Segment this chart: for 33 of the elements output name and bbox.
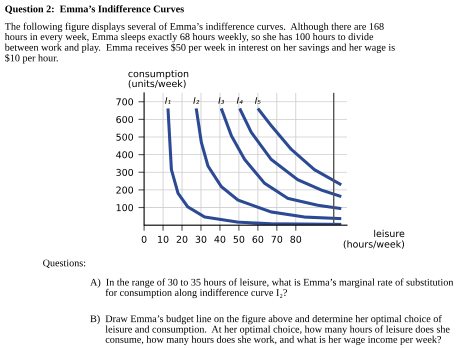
x-tick-label: 70 — [272, 236, 282, 243]
line-series — [194, 106, 343, 220]
x-tick-label: 40 — [214, 236, 226, 243]
text: A) In the range of 30 to 35 hours of leisure, what is Emma’s marginal rate of substitution for consumption along indifference curve I₂? — [90, 278, 454, 298]
line-series — [256, 106, 343, 186]
x-axis-title: leisure (hours/week) — [344, 230, 404, 249]
series-label: I₃ — [218, 97, 224, 104]
x-tick-label: 60 — [252, 236, 264, 243]
x-tick-label: 10 — [158, 236, 168, 243]
line-series — [238, 106, 343, 198]
chart-title: Question 2: Emma’s Indifference Curves — [5, 5, 184, 14]
x-tick-label: 0 — [142, 236, 146, 243]
text: Questions: — [43, 260, 86, 268]
x-tick-label: 50 — [234, 236, 244, 243]
series-label: I₁ — [165, 97, 171, 104]
chart-subtitle: The following figure displays several of Emma’s indifference curves. Although there are 168 hours in every week, Emma sleeps exactly 68 hours weekly, so she has 100 hours to divide between work and play. Emma receives $50 per week in interest on her savings and her wage is $10 per hour. — [4, 22, 395, 64]
y-tick-label: 500 — [116, 134, 134, 141]
line-series — [220, 106, 343, 210]
y-axis-title: consumption (units/week) — [128, 70, 188, 88]
y-tick-label: 100 — [116, 204, 134, 212]
text: B) Draw Emma’s budget line on the figure above and determine her optimal choice of leisure and consumption. At her optimal choice, how many hours of leisure does she consume, how many hours does she work, and what is her wage income per week? — [90, 314, 450, 345]
y-tick-label: 300 — [116, 168, 134, 176]
y-tick-label: 200 — [116, 186, 134, 194]
y-tick-label: 600 — [116, 116, 134, 124]
series-label: I₂ — [193, 97, 200, 104]
y-tick-label: 400 — [116, 151, 134, 158]
line-series — [166, 106, 343, 226]
series-label: I₅ — [254, 97, 261, 104]
y-tick-label: 700 — [116, 98, 134, 106]
x-tick-label: 30 — [196, 236, 206, 243]
series-label: I₄ — [236, 97, 243, 104]
x-tick-label: 80 — [290, 236, 302, 243]
x-tick-label: 20 — [176, 236, 188, 243]
